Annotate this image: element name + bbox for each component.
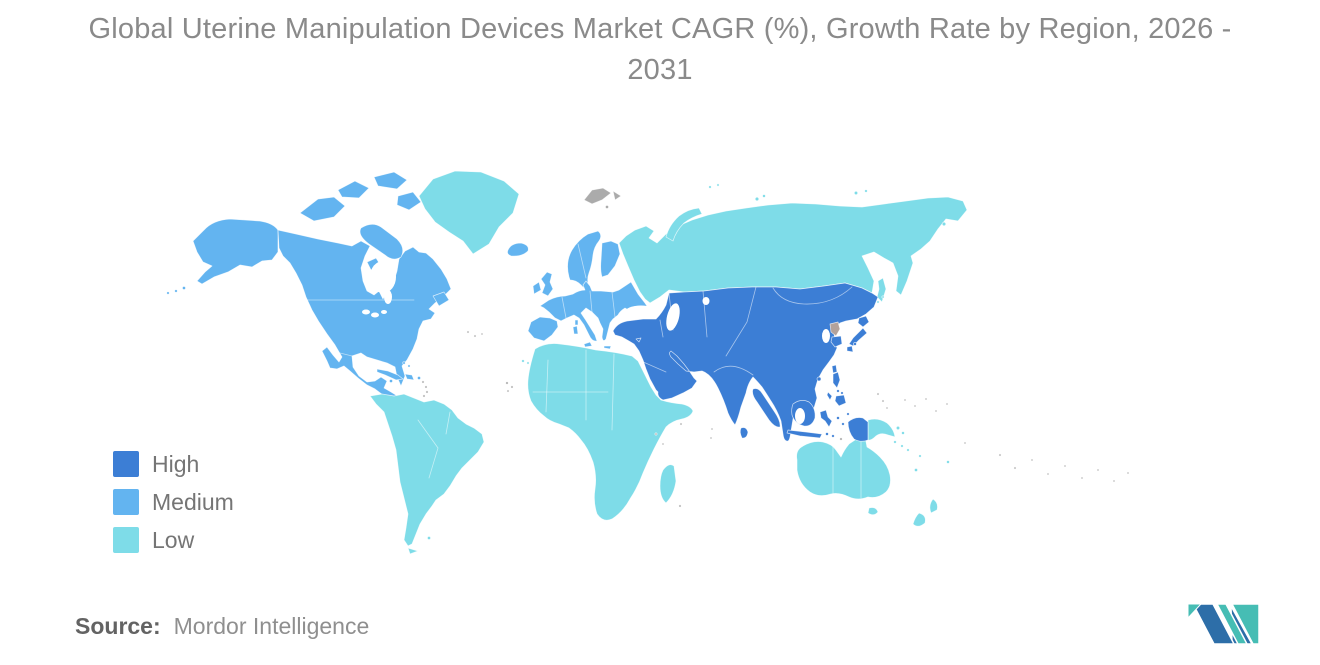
region-cuba	[376, 368, 404, 381]
logo-m-icon	[1187, 603, 1260, 645]
map-region-oceania	[796, 418, 950, 527]
region-asia-mainland	[612, 282, 879, 442]
region-sardinia	[572, 325, 579, 335]
melanesia-islands	[893, 425, 950, 472]
bahamas	[407, 364, 411, 368]
region-hispaniola	[404, 373, 415, 381]
legend-item-medium: Medium	[113, 489, 234, 515]
region-corsica	[574, 319, 579, 326]
gulf-of-thailand	[795, 408, 805, 424]
legend-item-high: High	[113, 451, 234, 477]
region-svalbard	[583, 187, 612, 205]
lesser-antilles	[421, 380, 429, 398]
region-cyprus-area	[635, 337, 642, 343]
great-lakes	[381, 310, 387, 314]
map-region-africa	[521, 343, 694, 521]
region-south-korea	[830, 335, 843, 348]
jamaica	[389, 379, 393, 383]
region-philippines	[826, 371, 847, 407]
region-west-papua	[847, 417, 869, 442]
country-borders	[296, 243, 862, 499]
region-new-zealand-south	[912, 512, 926, 527]
region-japan	[846, 315, 870, 353]
region-hainan	[816, 376, 822, 382]
james-bay	[384, 290, 392, 304]
legend-swatch-high	[113, 451, 139, 477]
canada-arctic-islands	[299, 171, 422, 271]
legend-label-medium: Medium	[152, 488, 234, 515]
falkland-islands	[427, 536, 431, 540]
region-madagascar	[659, 464, 677, 504]
legend-label-high: High	[152, 450, 200, 477]
black-sea	[625, 305, 657, 319]
legend-item-low: Low	[113, 527, 234, 553]
region-north-korea	[829, 321, 841, 337]
arctic-islands-russia	[708, 183, 947, 227]
great-lakes	[362, 309, 370, 315]
great-lakes	[371, 312, 379, 318]
region-iceland	[507, 242, 529, 257]
region-ireland	[532, 281, 542, 295]
region-alaska	[192, 218, 279, 285]
legend-swatch-medium	[113, 489, 139, 515]
region-finland	[600, 240, 621, 278]
region-norway-sweden	[567, 230, 602, 290]
map-region-no-data	[421, 187, 1130, 508]
map-region-caribbean	[376, 361, 421, 383]
azores	[466, 330, 484, 338]
legend-label-low: Low	[152, 526, 195, 553]
region-crete	[603, 345, 612, 350]
canary-islands	[521, 359, 525, 363]
region-sumatra	[752, 388, 781, 428]
region-tasmania	[867, 507, 879, 516]
bahamas	[402, 361, 406, 365]
source-line: Source: Mordor Intelligence	[75, 613, 369, 640]
legend: High Medium Low	[113, 451, 234, 565]
region-canada-usa-mexico	[277, 229, 452, 407]
title-line-1: Global Uterine Manipulation Devices Mark…	[88, 13, 1232, 45]
map-region-south-america	[369, 393, 485, 555]
map-region-greenland	[418, 170, 520, 255]
map-region-russia	[618, 183, 968, 309]
aleutian-island	[166, 291, 170, 295]
source-label: Source:	[75, 613, 161, 639]
canary-islands	[526, 361, 530, 365]
region-australia	[796, 434, 891, 500]
puerto-rico	[417, 376, 421, 380]
region-sicily	[583, 341, 593, 348]
region-sri-lanka	[739, 427, 749, 439]
novaya-zemlya	[665, 207, 703, 242]
aleutian-island	[182, 286, 186, 290]
indian-ocean-islands	[654, 422, 843, 508]
page-title: Global Uterine Manipulation Devices Mark…	[0, 9, 1320, 91]
region-java	[786, 429, 823, 439]
caspian-sea	[666, 303, 680, 331]
region-newfoundland	[432, 291, 450, 307]
aleutian-island	[174, 289, 178, 293]
map-region-north-america	[166, 171, 452, 407]
yellow-sea	[822, 329, 830, 343]
region-papua-new-guinea	[867, 418, 896, 441]
inland-seas	[362, 261, 830, 424]
legend-swatch-low	[113, 527, 139, 553]
region-europe-mainland	[539, 280, 650, 342]
source-value: Mordor Intelligence	[173, 613, 370, 639]
tierra-del-fuego	[407, 547, 419, 555]
map-region-europe	[507, 230, 650, 350]
mordor-intelligence-logo	[1186, 600, 1262, 653]
map-region-asia-high	[612, 282, 879, 442]
cape-verde	[505, 381, 514, 393]
sakhalin	[876, 277, 887, 303]
region-uk	[540, 271, 554, 297]
pacific-islands	[876, 392, 1130, 483]
region-sulawesi	[819, 409, 833, 428]
title-line-2: 2031	[627, 54, 693, 86]
region-iberia	[527, 316, 559, 342]
hudson-bay	[370, 261, 396, 293]
region-new-zealand-north	[929, 498, 938, 514]
region-taiwan	[831, 364, 838, 374]
